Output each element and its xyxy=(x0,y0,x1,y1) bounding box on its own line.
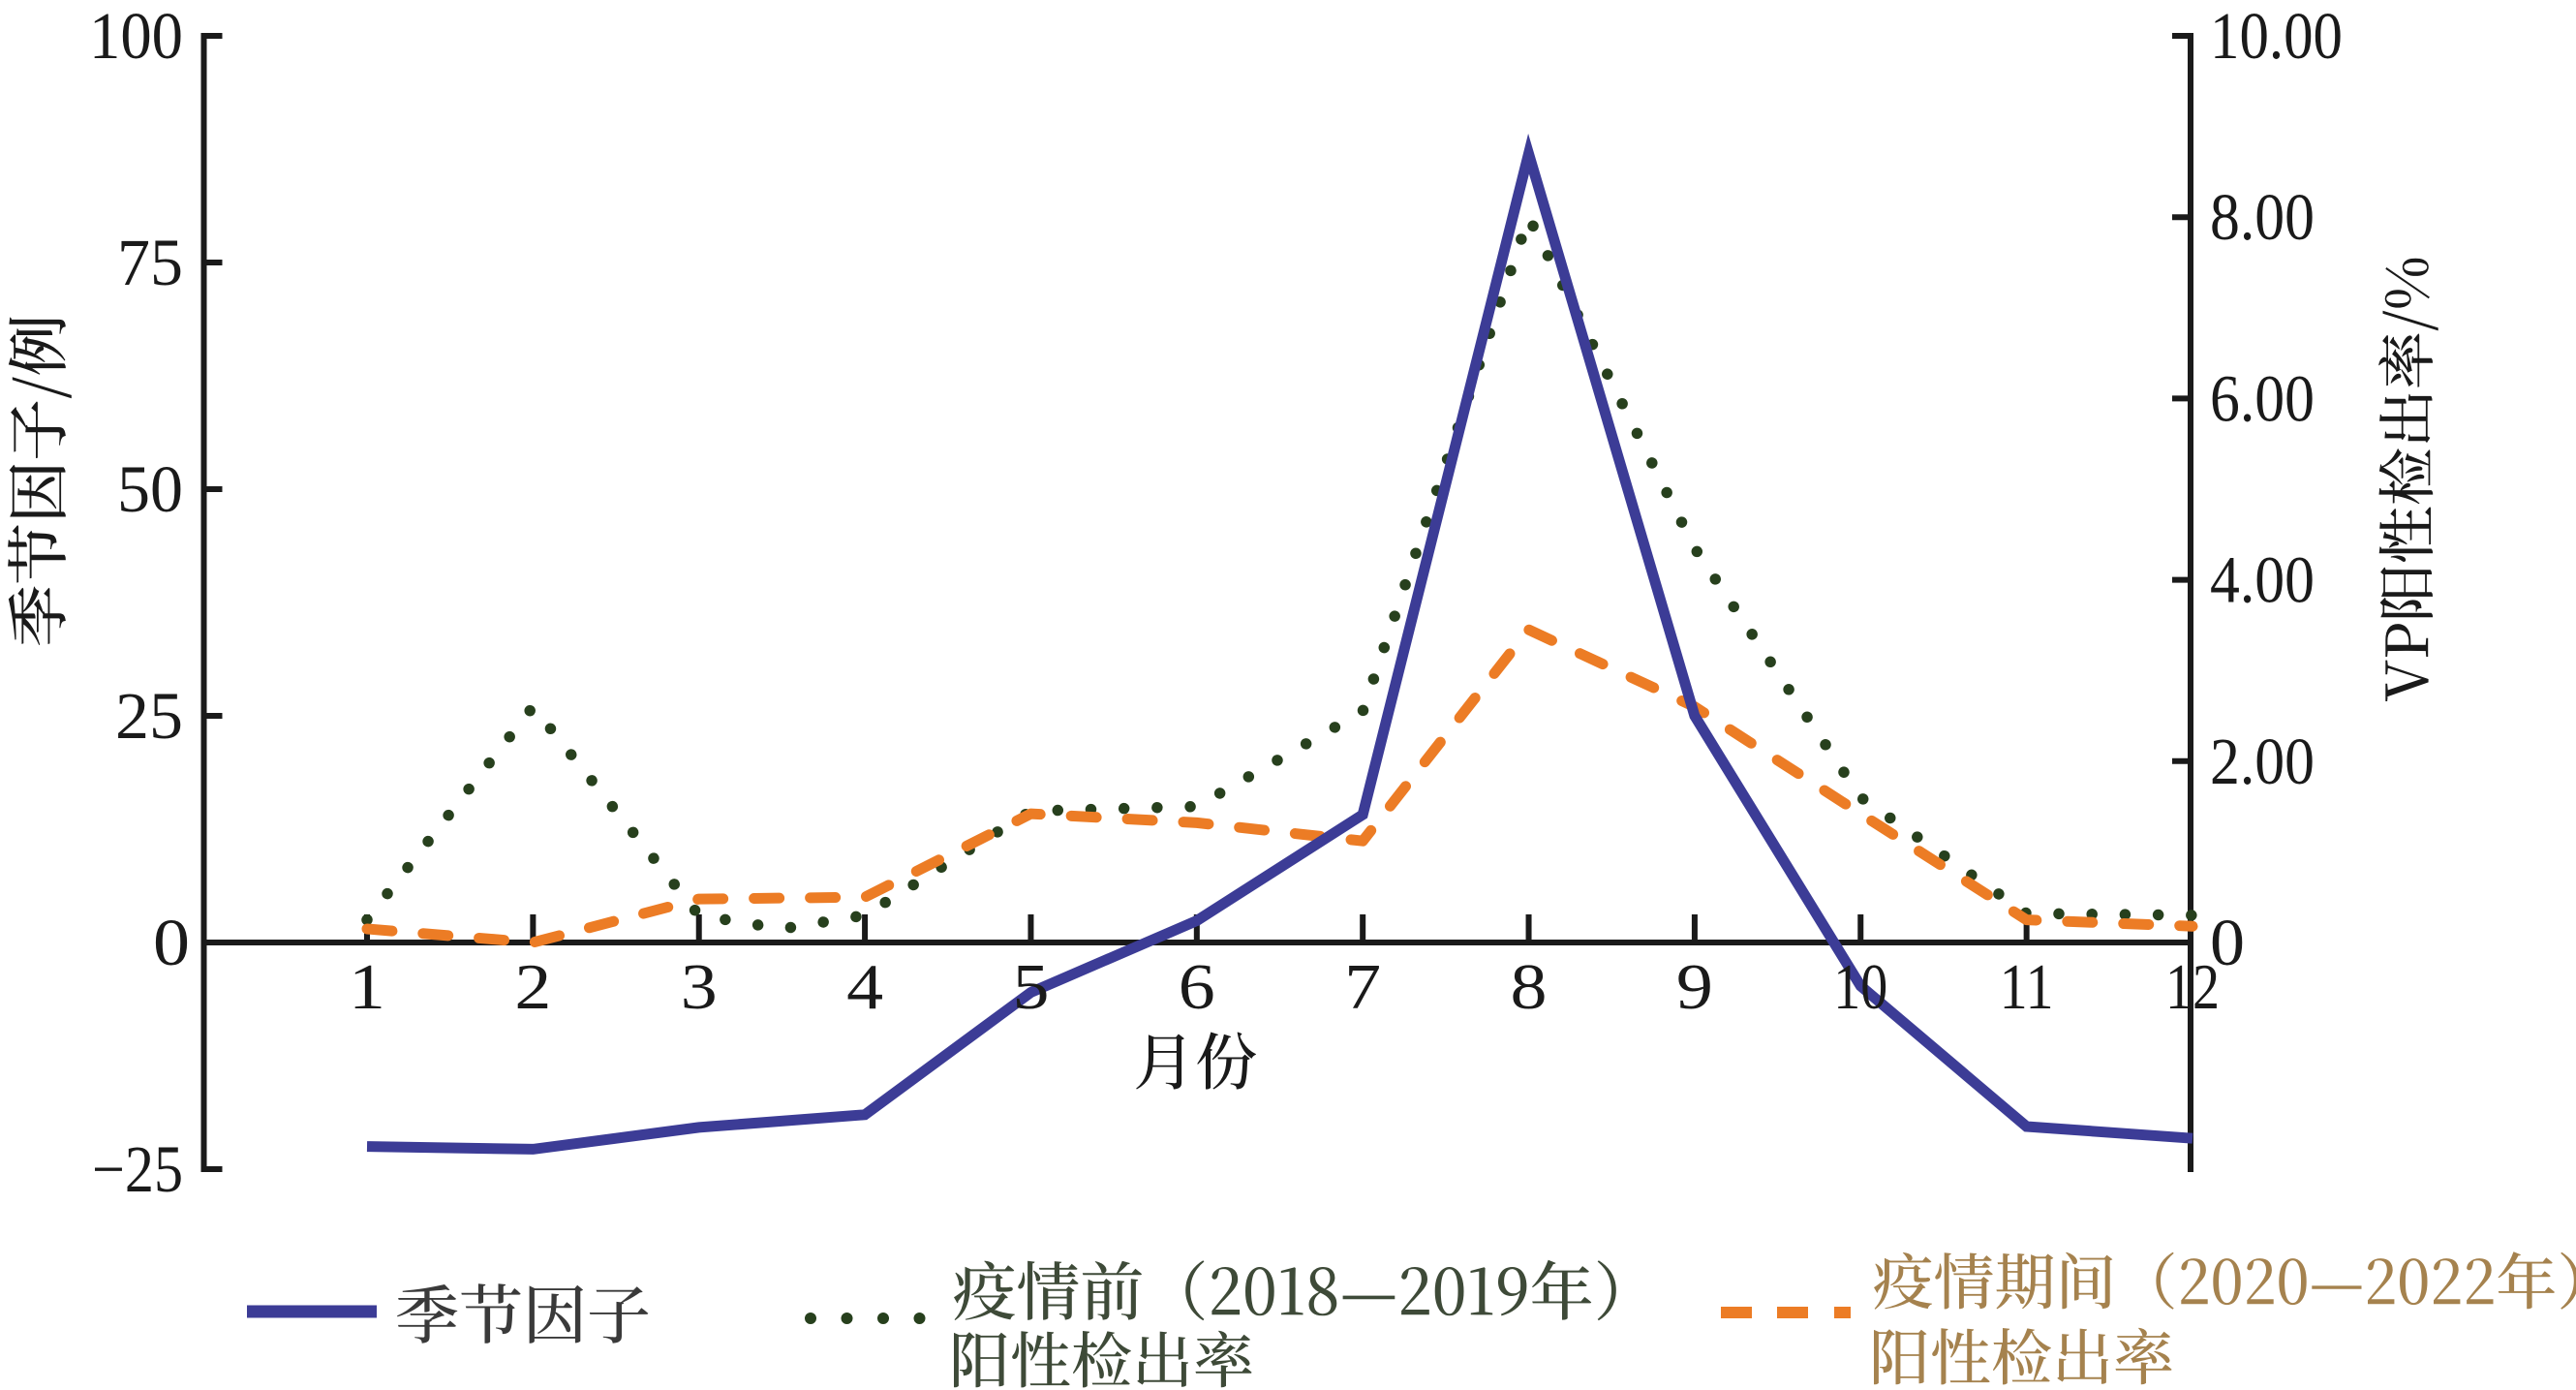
svg-text:1: 1 xyxy=(349,951,385,1023)
svg-text:8: 8 xyxy=(1511,951,1548,1023)
svg-text:0: 0 xyxy=(153,906,190,979)
svg-text:3: 3 xyxy=(681,951,718,1023)
svg-text:6.00: 6.00 xyxy=(2210,361,2315,435)
svg-text:100: 100 xyxy=(89,0,183,73)
svg-text:0: 0 xyxy=(2210,906,2245,979)
svg-text:75: 75 xyxy=(117,226,183,299)
svg-text:2: 2 xyxy=(514,951,551,1023)
svg-text:4.00: 4.00 xyxy=(2210,543,2315,617)
svg-text:6: 6 xyxy=(1179,951,1215,1023)
svg-text:10.00: 10.00 xyxy=(2210,0,2343,73)
svg-text:−25: −25 xyxy=(92,1132,183,1206)
svg-text:2.00: 2.00 xyxy=(2210,725,2315,798)
svg-text:12: 12 xyxy=(2165,951,2220,1023)
svg-text:8.00: 8.00 xyxy=(2210,180,2315,254)
svg-text:9: 9 xyxy=(1676,951,1713,1023)
svg-text:4: 4 xyxy=(846,951,883,1023)
svg-text:11: 11 xyxy=(2000,951,2054,1023)
svg-text:50: 50 xyxy=(117,452,183,526)
svg-text:5: 5 xyxy=(1012,951,1049,1023)
svg-text:25: 25 xyxy=(115,679,183,753)
svg-text:10: 10 xyxy=(1833,951,1887,1023)
svg-text:7: 7 xyxy=(1344,951,1381,1023)
